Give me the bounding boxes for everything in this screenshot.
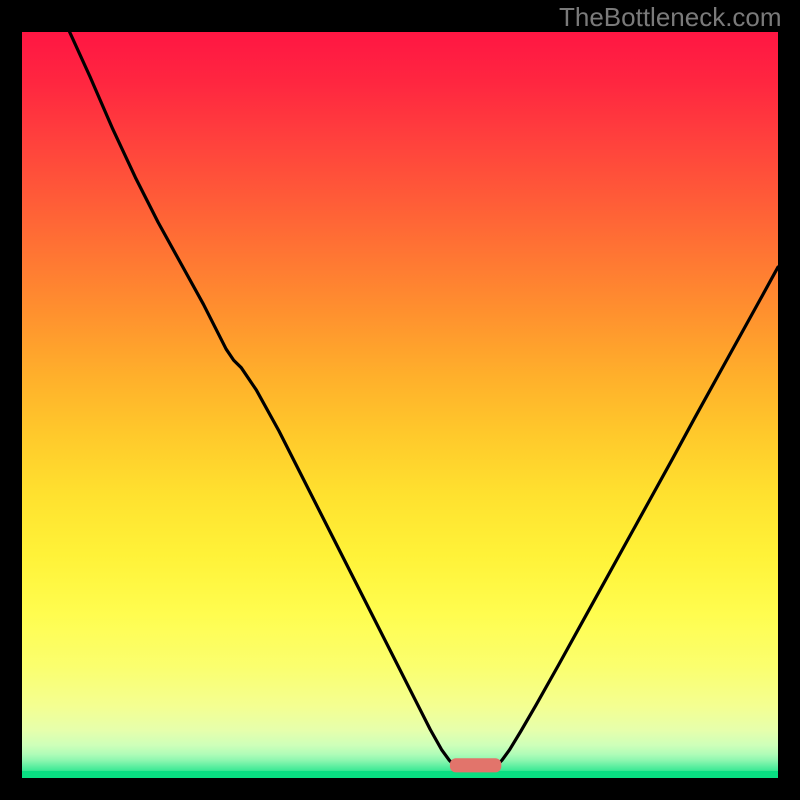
green-baseline: [22, 771, 778, 778]
gradient-background: [22, 32, 778, 778]
attribution-text: TheBottleneck.com: [559, 2, 782, 33]
minimum-marker: [450, 758, 501, 772]
bottleneck-plot: [22, 32, 778, 778]
